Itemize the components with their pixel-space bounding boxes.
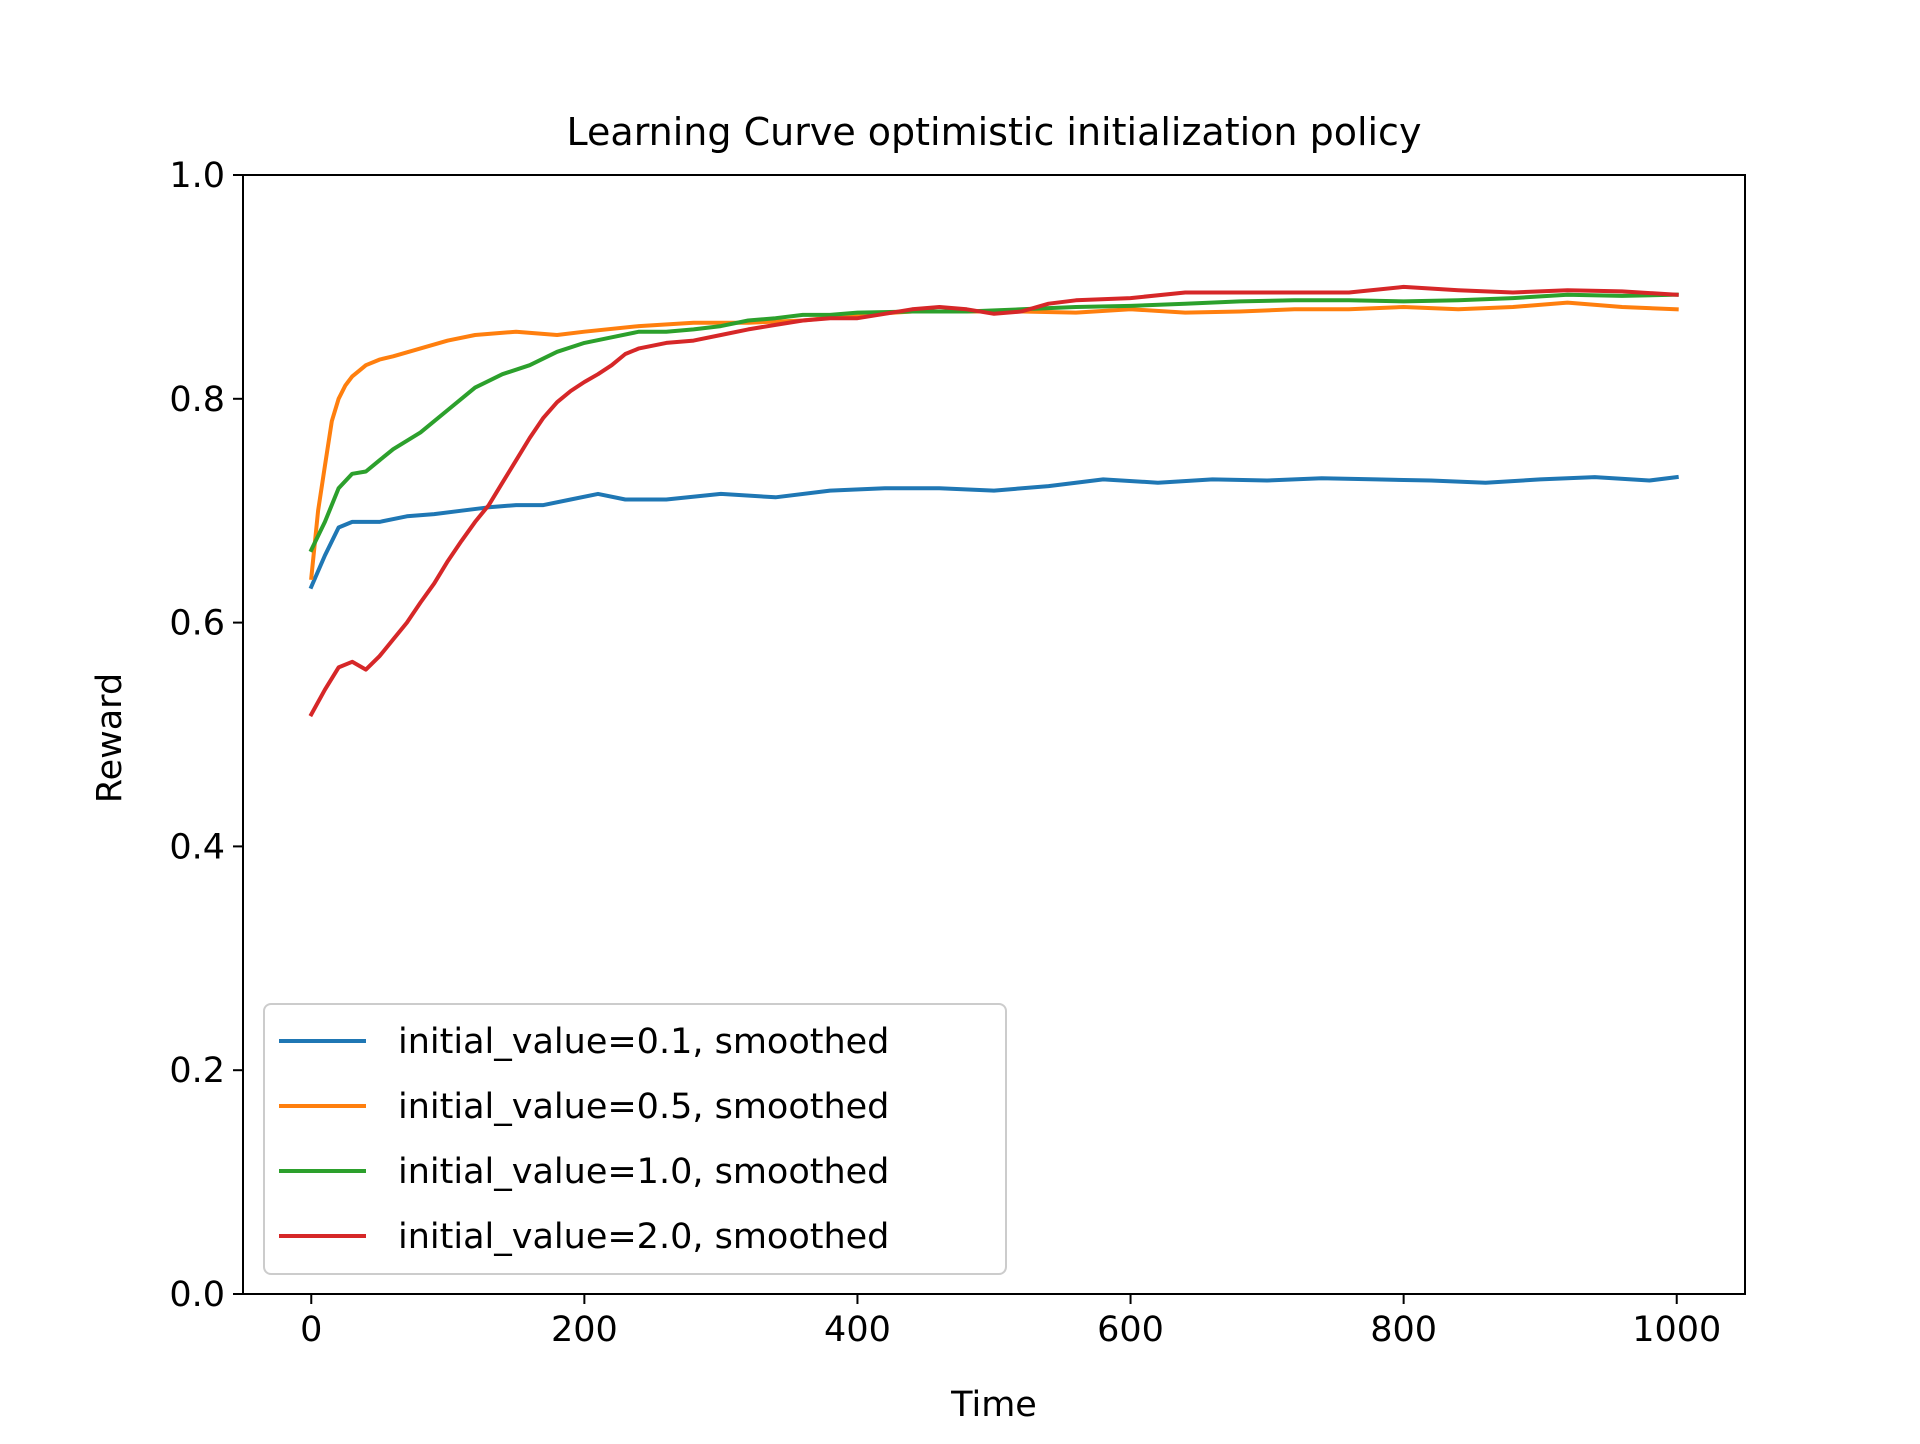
legend: initial_value=0.1, smoothed initial_value… xyxy=(263,1003,1007,1275)
y-axis-label: Reward xyxy=(90,673,130,803)
y-tick-label: 0.4 xyxy=(169,827,225,867)
plot-lines xyxy=(308,284,1679,718)
x-tick-label: 600 xyxy=(1097,1310,1164,1350)
x-tick-label: 0 xyxy=(300,1310,322,1350)
x-tick-label: 1000 xyxy=(1632,1310,1721,1350)
y-tick-label: 1.0 xyxy=(169,156,225,196)
chart-title: Learning Curve optimistic initialization… xyxy=(567,110,1422,154)
legend-label: initial_value=0.1, smoothed xyxy=(398,1022,889,1062)
y-tick-label: 0.6 xyxy=(169,604,225,644)
series-line-2 xyxy=(309,300,1679,580)
series-line-4 xyxy=(308,284,1679,718)
x-tick-label: 200 xyxy=(551,1310,618,1350)
legend-label: initial_value=0.5, smoothed xyxy=(398,1087,889,1127)
x-axis-label: Time xyxy=(950,1385,1037,1425)
x-tick-label: 400 xyxy=(824,1310,891,1350)
legend-label: initial_value=1.0, smoothed xyxy=(398,1152,889,1192)
x-tick-label: 800 xyxy=(1370,1310,1437,1350)
series-line-3 xyxy=(308,292,1679,553)
y-tick-label: 0.0 xyxy=(169,1275,225,1315)
series-line-1 xyxy=(308,474,1679,590)
y-tick-label: 0.8 xyxy=(169,380,225,420)
x-axis: 0 200 400 600 800 1000 xyxy=(300,1294,1721,1350)
plot-frame xyxy=(242,174,1746,1295)
y-axis: 0.0 0.2 0.4 0.6 0.8 1.0 xyxy=(169,156,243,1315)
y-tick-label: 0.2 xyxy=(169,1051,225,1091)
legend-box xyxy=(263,1003,1007,1275)
legend-label: initial_value=2.0, smoothed xyxy=(398,1217,889,1257)
